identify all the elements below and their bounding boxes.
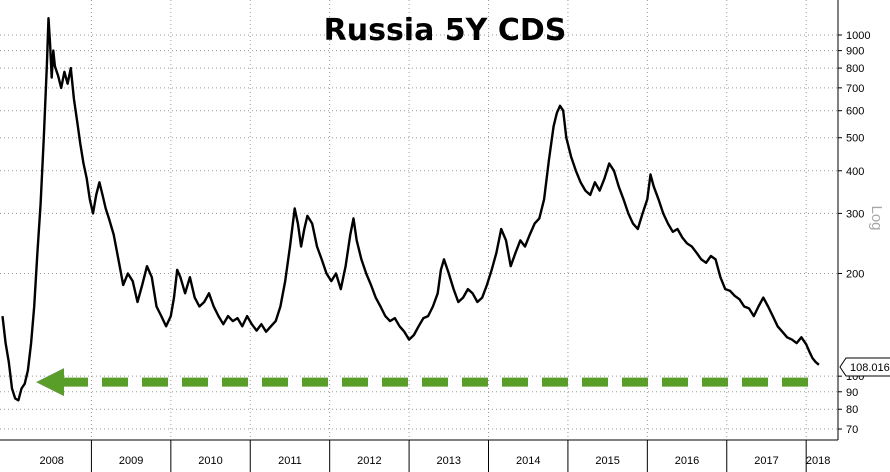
y-tick-label: 700 <box>846 83 864 95</box>
grid <box>0 0 838 440</box>
reference-arrow <box>36 368 819 397</box>
y-tick-label: 1000 <box>846 30 870 42</box>
reference-arrowhead <box>36 368 64 397</box>
last-value-label: 108.016 <box>850 362 890 374</box>
last-value-marker: 108.016 <box>839 357 890 377</box>
y-tick-label: 400 <box>846 166 864 178</box>
y-tick-label: 900 <box>846 46 864 58</box>
y-tick-label: 90 <box>846 387 858 399</box>
x-tick-label: 2016 <box>675 455 699 467</box>
x-tick-label: 2017 <box>754 455 778 467</box>
x-tick-label: 2015 <box>595 455 619 467</box>
y-tick-label: 70 <box>846 424 858 436</box>
y-tick-label: 200 <box>846 268 864 280</box>
x-tick-label: 2012 <box>357 455 381 467</box>
last-value-box <box>839 357 890 377</box>
x-axis-ticks: 2008 2009 2010 2011 2012 2013 2014 2015 2016 2017… <box>39 440 830 472</box>
x-tick-label: 2014 <box>516 455 540 467</box>
x-tick-label: 2010 <box>198 455 222 467</box>
x-tick-label: 2018 <box>806 455 830 467</box>
series-line <box>1 17 820 402</box>
y-tick-label: 600 <box>846 106 864 118</box>
y-tick-label: 300 <box>846 208 864 220</box>
x-tick-label: 2008 <box>39 455 63 467</box>
chart-title: Russia 5Y CDS <box>324 13 567 48</box>
y-tick-label: 500 <box>846 133 864 145</box>
y-tick-label: 800 <box>846 63 864 75</box>
x-tick-label: 2013 <box>437 455 461 467</box>
series <box>1 17 820 402</box>
x-tick-label: 2011 <box>278 455 302 467</box>
x-tick-label: 2009 <box>119 455 143 467</box>
y-tick-label: 80 <box>846 404 858 416</box>
scale-label: Log <box>868 205 885 230</box>
